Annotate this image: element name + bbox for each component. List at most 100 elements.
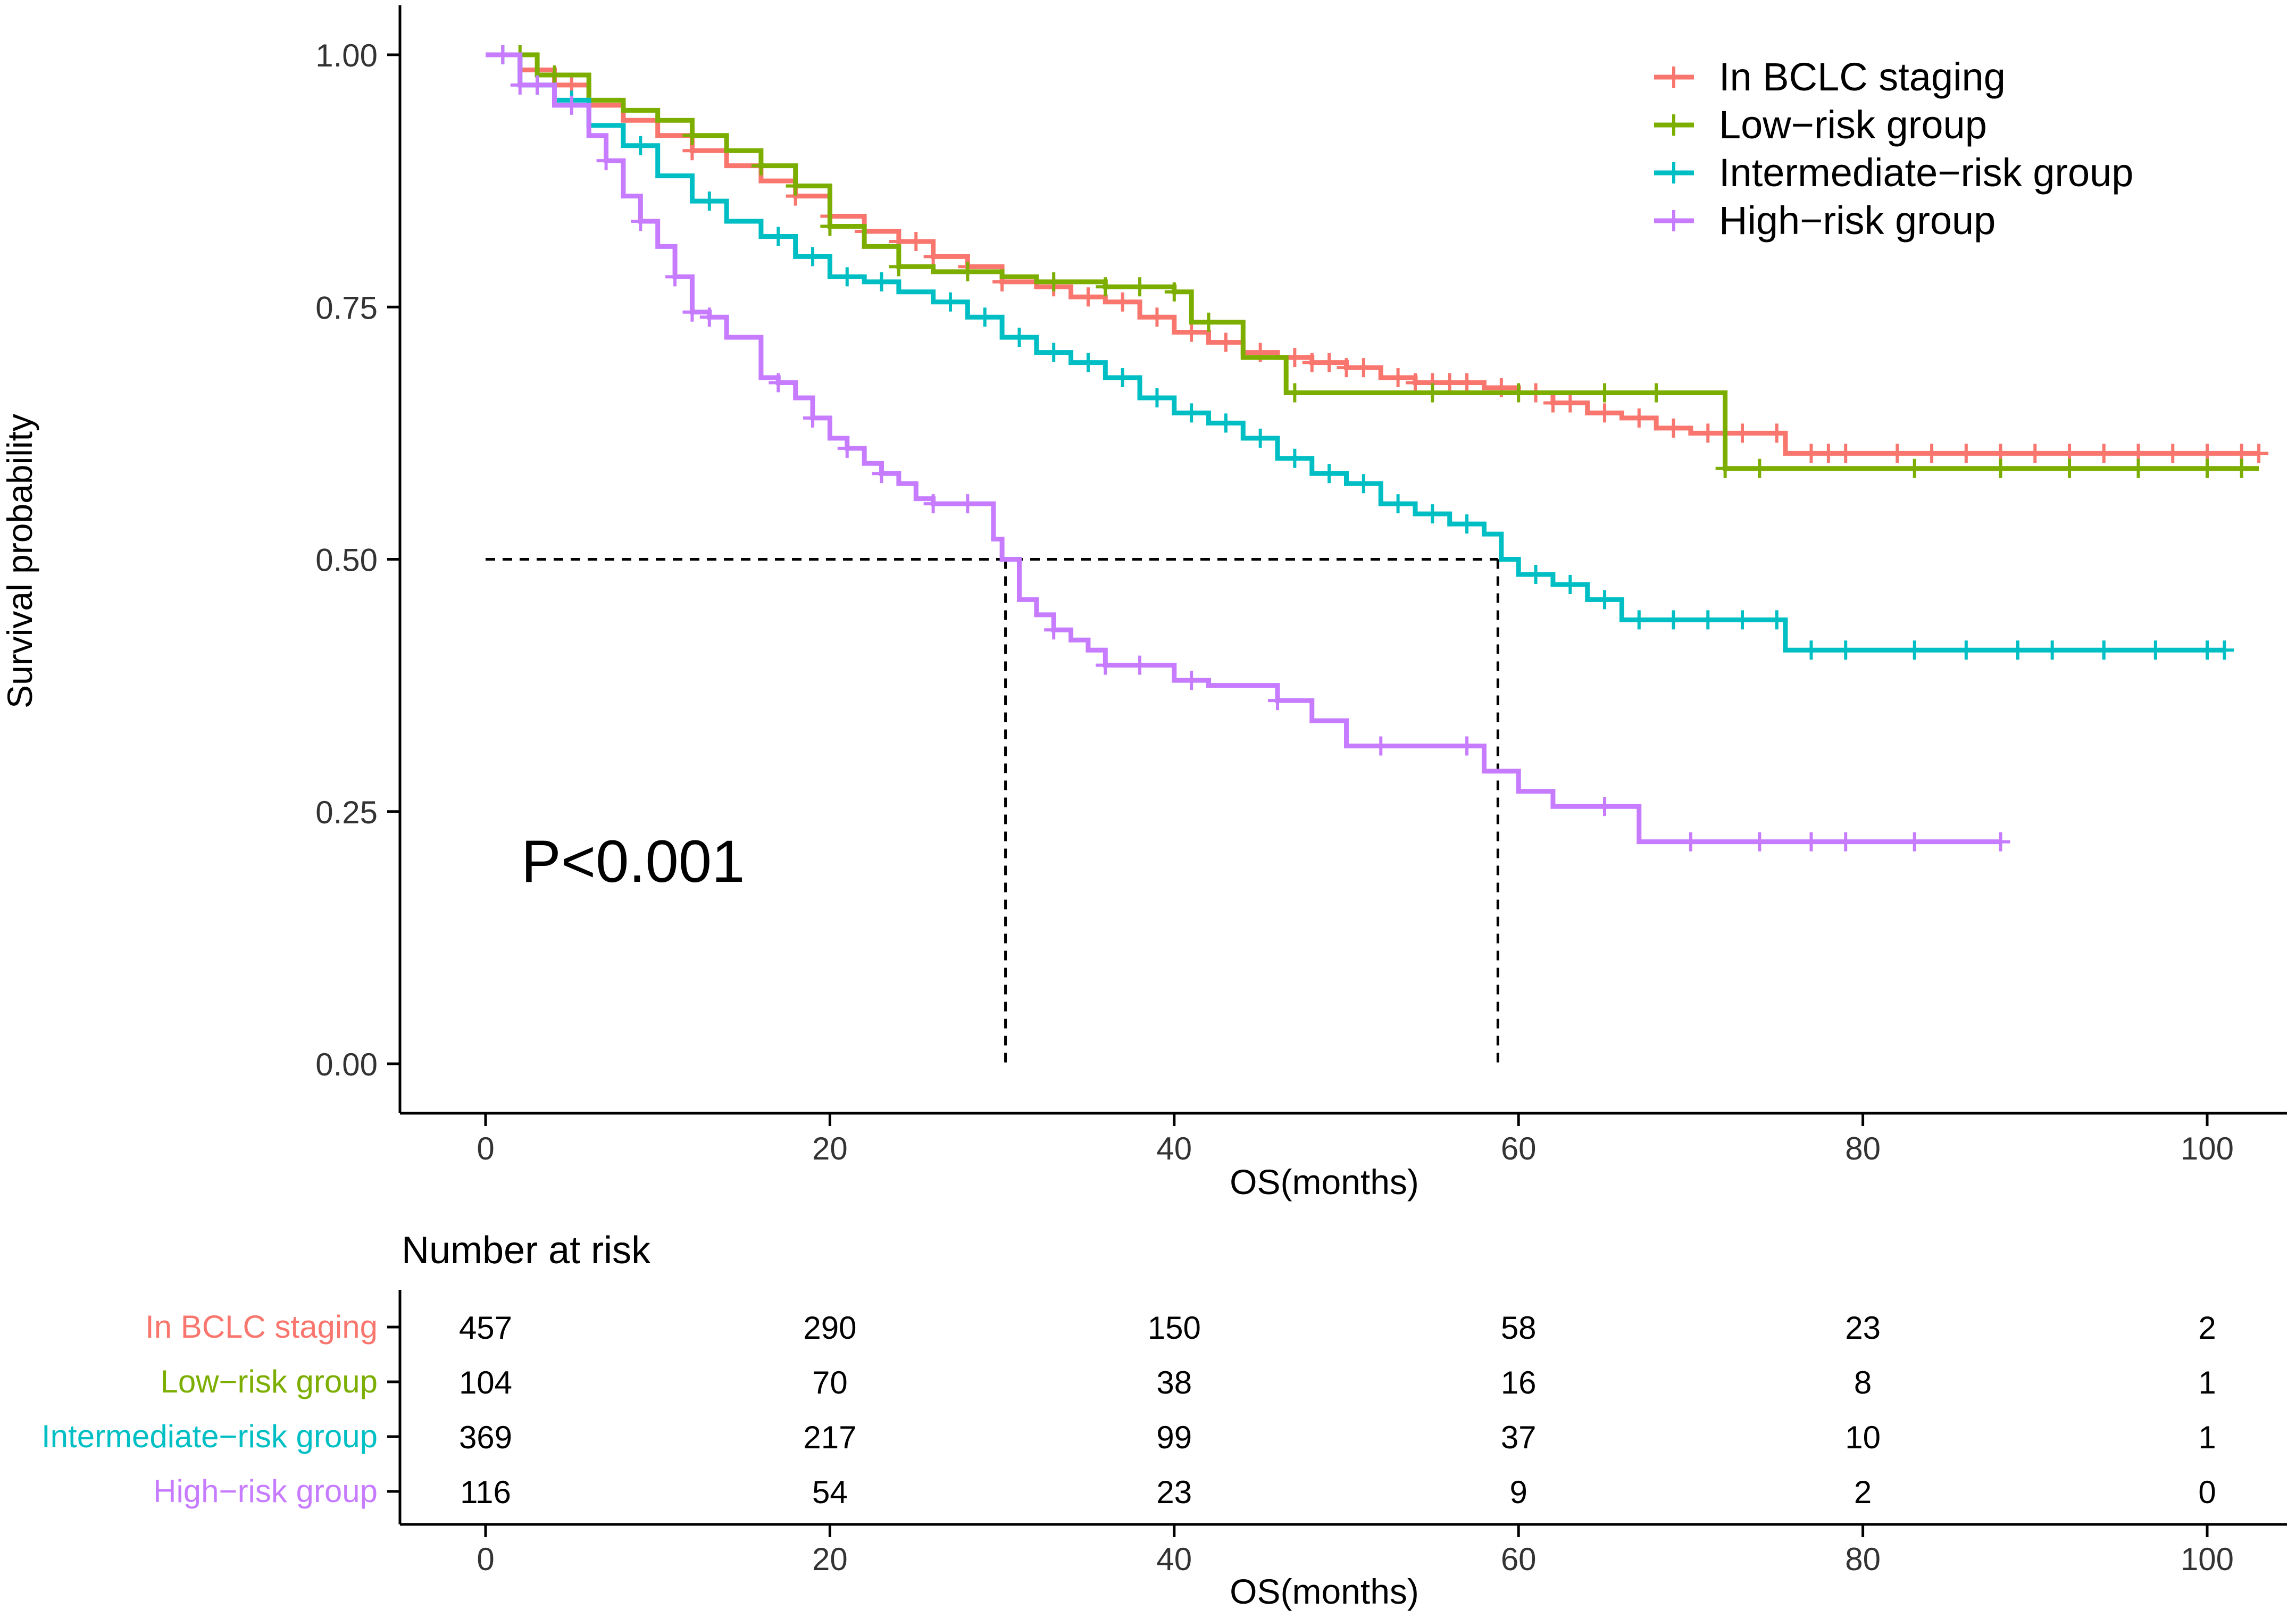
censor-mark: [2042, 640, 2062, 660]
censor-mark: [1560, 574, 1580, 594]
km-plot: Survival probability 0.00 0.25 0.50 0.75 1.0…: [0, 5, 2287, 1202]
censor-mark: [1629, 408, 1649, 428]
censor-mark: [958, 262, 978, 281]
censor-mark: [1457, 736, 1477, 756]
censor-mark: [510, 75, 530, 95]
censor-mark: [889, 257, 908, 277]
censor-mark: [1836, 640, 1856, 660]
legend-label: In BCLC staging: [1719, 55, 2006, 99]
censor-mark: [1354, 474, 1373, 494]
censor-mark: [1457, 373, 1477, 393]
series-2: [486, 45, 2259, 478]
censor-mark: [1750, 458, 1769, 478]
risk-x-axis-ticks: 0 20 40 60 80 100: [477, 1524, 2234, 1577]
survival-curves: [486, 45, 2269, 852]
censor-mark: [1423, 383, 1442, 403]
censor-mark: [1767, 610, 1786, 630]
risk-value: 23: [1845, 1310, 1881, 1346]
censor-mark: [1302, 353, 1322, 372]
risk-value: 37: [1501, 1420, 1537, 1455]
risk-value: 8: [1854, 1365, 1872, 1400]
x-tick-label: 60: [1501, 1131, 1537, 1166]
censor-mark: [769, 373, 788, 393]
censor-mark: [1836, 832, 1856, 852]
censor-mark: [1733, 610, 1752, 630]
censor-mark: [1801, 444, 1821, 463]
censor-mark: [1113, 292, 1132, 312]
censor-mark: [699, 191, 719, 211]
censor-mark: [940, 292, 960, 312]
risk-value: 38: [1156, 1365, 1192, 1400]
censor-mark: [1801, 640, 1821, 660]
censor-mark: [2163, 444, 2183, 463]
censor-mark: [1767, 423, 1786, 443]
censor-mark: [1629, 610, 1649, 630]
censor-mark: [1182, 322, 1201, 342]
censor-mark: [803, 247, 823, 266]
censor-mark: [1956, 640, 1976, 660]
censor-mark: [837, 438, 857, 458]
censor-mark: [803, 408, 823, 428]
risk-row-label: In BCLC staging: [145, 1309, 378, 1345]
y-tick-label: 0.50: [315, 543, 378, 578]
censor-mark: [1096, 655, 1115, 675]
x-axis-ticks: 0 20 40 60 80 100: [477, 1113, 2234, 1166]
censor-mark: [2198, 640, 2217, 660]
y-axis-ticks: 0.00 0.25 0.50 0.75 1.00: [315, 38, 400, 1082]
risk-value: 369: [459, 1420, 512, 1455]
censor-mark: [1905, 832, 1924, 852]
censor-mark: [1388, 368, 1408, 388]
risk-x-tick-label: 100: [2181, 1541, 2234, 1577]
censor-mark: [2145, 640, 2165, 660]
censor-mark: [958, 494, 978, 514]
censor-mark: [562, 95, 581, 115]
survival-line: [486, 52, 2259, 471]
censor-mark: [1457, 514, 1477, 534]
censor-mark: [596, 151, 616, 171]
censor-mark: [2060, 458, 2080, 478]
censor-mark: [769, 227, 788, 246]
censor-mark: [1595, 383, 1615, 403]
y-axis-label: Survival probability: [0, 414, 39, 708]
series-1: [486, 45, 2269, 463]
risk-value: 54: [812, 1474, 848, 1510]
censor-mark: [631, 212, 650, 231]
censor-mark: [545, 65, 564, 85]
censor-mark: [1509, 383, 1529, 403]
risk-value: 116: [460, 1474, 511, 1510]
censor-mark: [2128, 458, 2148, 478]
censor-mark: [1337, 358, 1356, 378]
censor-mark: [682, 302, 702, 322]
legend-label: Low−risk group: [1719, 103, 1987, 147]
risk-row-label: High−risk group: [153, 1473, 378, 1509]
censor-mark: [1130, 655, 1150, 675]
censor-mark: [1956, 444, 1976, 463]
y-tick-label: 0.75: [315, 290, 378, 326]
censor-mark: [1991, 832, 2010, 852]
censor-mark: [820, 216, 840, 236]
censor-mark: [1199, 312, 1218, 332]
censor-mark: [1320, 464, 1339, 483]
risk-value: 0: [2198, 1474, 2216, 1510]
censor-mark: [751, 156, 771, 176]
risk-value: 2: [2198, 1310, 2216, 1346]
censor-mark: [699, 307, 719, 327]
censor-mark: [1078, 353, 1098, 372]
legend-label: High−risk group: [1719, 198, 1996, 243]
y-tick-label: 1.00: [315, 38, 378, 73]
censor-mark: [1216, 413, 1235, 433]
risk-x-tick-label: 40: [1156, 1541, 1192, 1577]
censor-mark: [1922, 444, 1942, 463]
censor-mark: [1405, 373, 1425, 393]
censor-mark: [906, 231, 926, 251]
censor-mark: [1647, 383, 1666, 403]
censor-mark: [1750, 832, 1769, 852]
censor-mark: [1595, 403, 1615, 423]
censor-mark: [923, 494, 943, 514]
censor-mark: [2025, 444, 2045, 463]
censor-mark: [528, 75, 547, 95]
censor-mark: [1009, 328, 1029, 347]
